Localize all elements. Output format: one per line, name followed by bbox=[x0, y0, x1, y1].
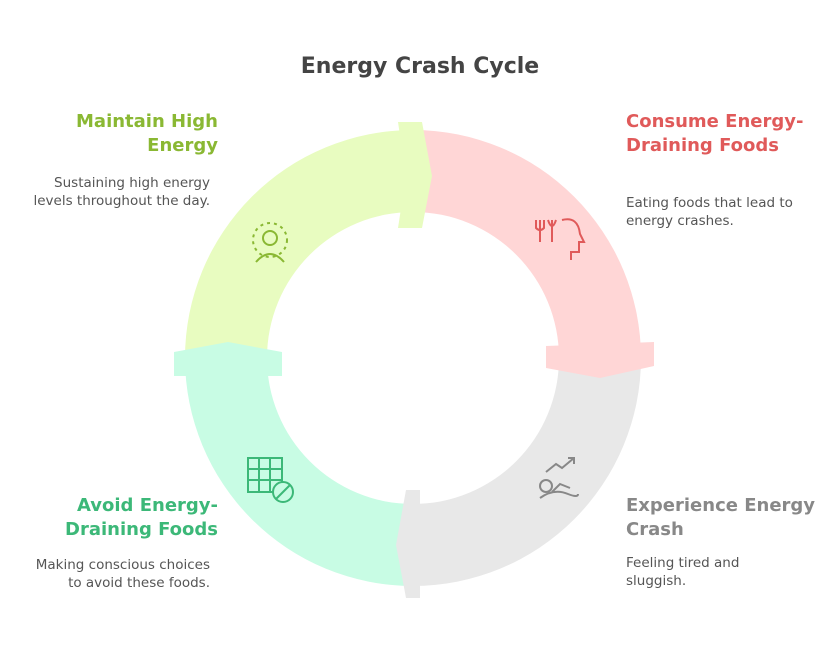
step-title: Consume Energy-Draining Foods bbox=[626, 111, 804, 156]
step-description: Making conscious choices to avoid these … bbox=[35, 557, 210, 591]
title: Energy Crash Cycle bbox=[300, 54, 540, 79]
ring-segment bbox=[413, 358, 641, 586]
arrow-tab bbox=[398, 122, 432, 228]
step-title: Avoid Energy-Draining Foods bbox=[65, 495, 218, 540]
icon-crash bbox=[539, 457, 579, 499]
step-title: Experience Energy Crash bbox=[626, 495, 816, 540]
arrow-tab bbox=[174, 342, 282, 376]
ring bbox=[185, 130, 641, 586]
step-title: Maintain High Energy bbox=[76, 111, 218, 156]
icon-sun-person bbox=[252, 222, 288, 263]
step-description: Sustaining high energy levels throughout… bbox=[33, 175, 210, 209]
arrow-tab bbox=[546, 342, 654, 378]
ring-segment bbox=[185, 130, 413, 358]
ring-segment bbox=[413, 130, 641, 358]
arrow-tab bbox=[396, 490, 420, 598]
icon-food-head bbox=[535, 218, 586, 260]
step-description: Feeling tired and sluggish. bbox=[626, 555, 740, 589]
step-description: Eating foods that lead to energy crashes… bbox=[626, 195, 793, 229]
icon-no-grid bbox=[247, 457, 294, 503]
ring-segment bbox=[185, 358, 413, 586]
